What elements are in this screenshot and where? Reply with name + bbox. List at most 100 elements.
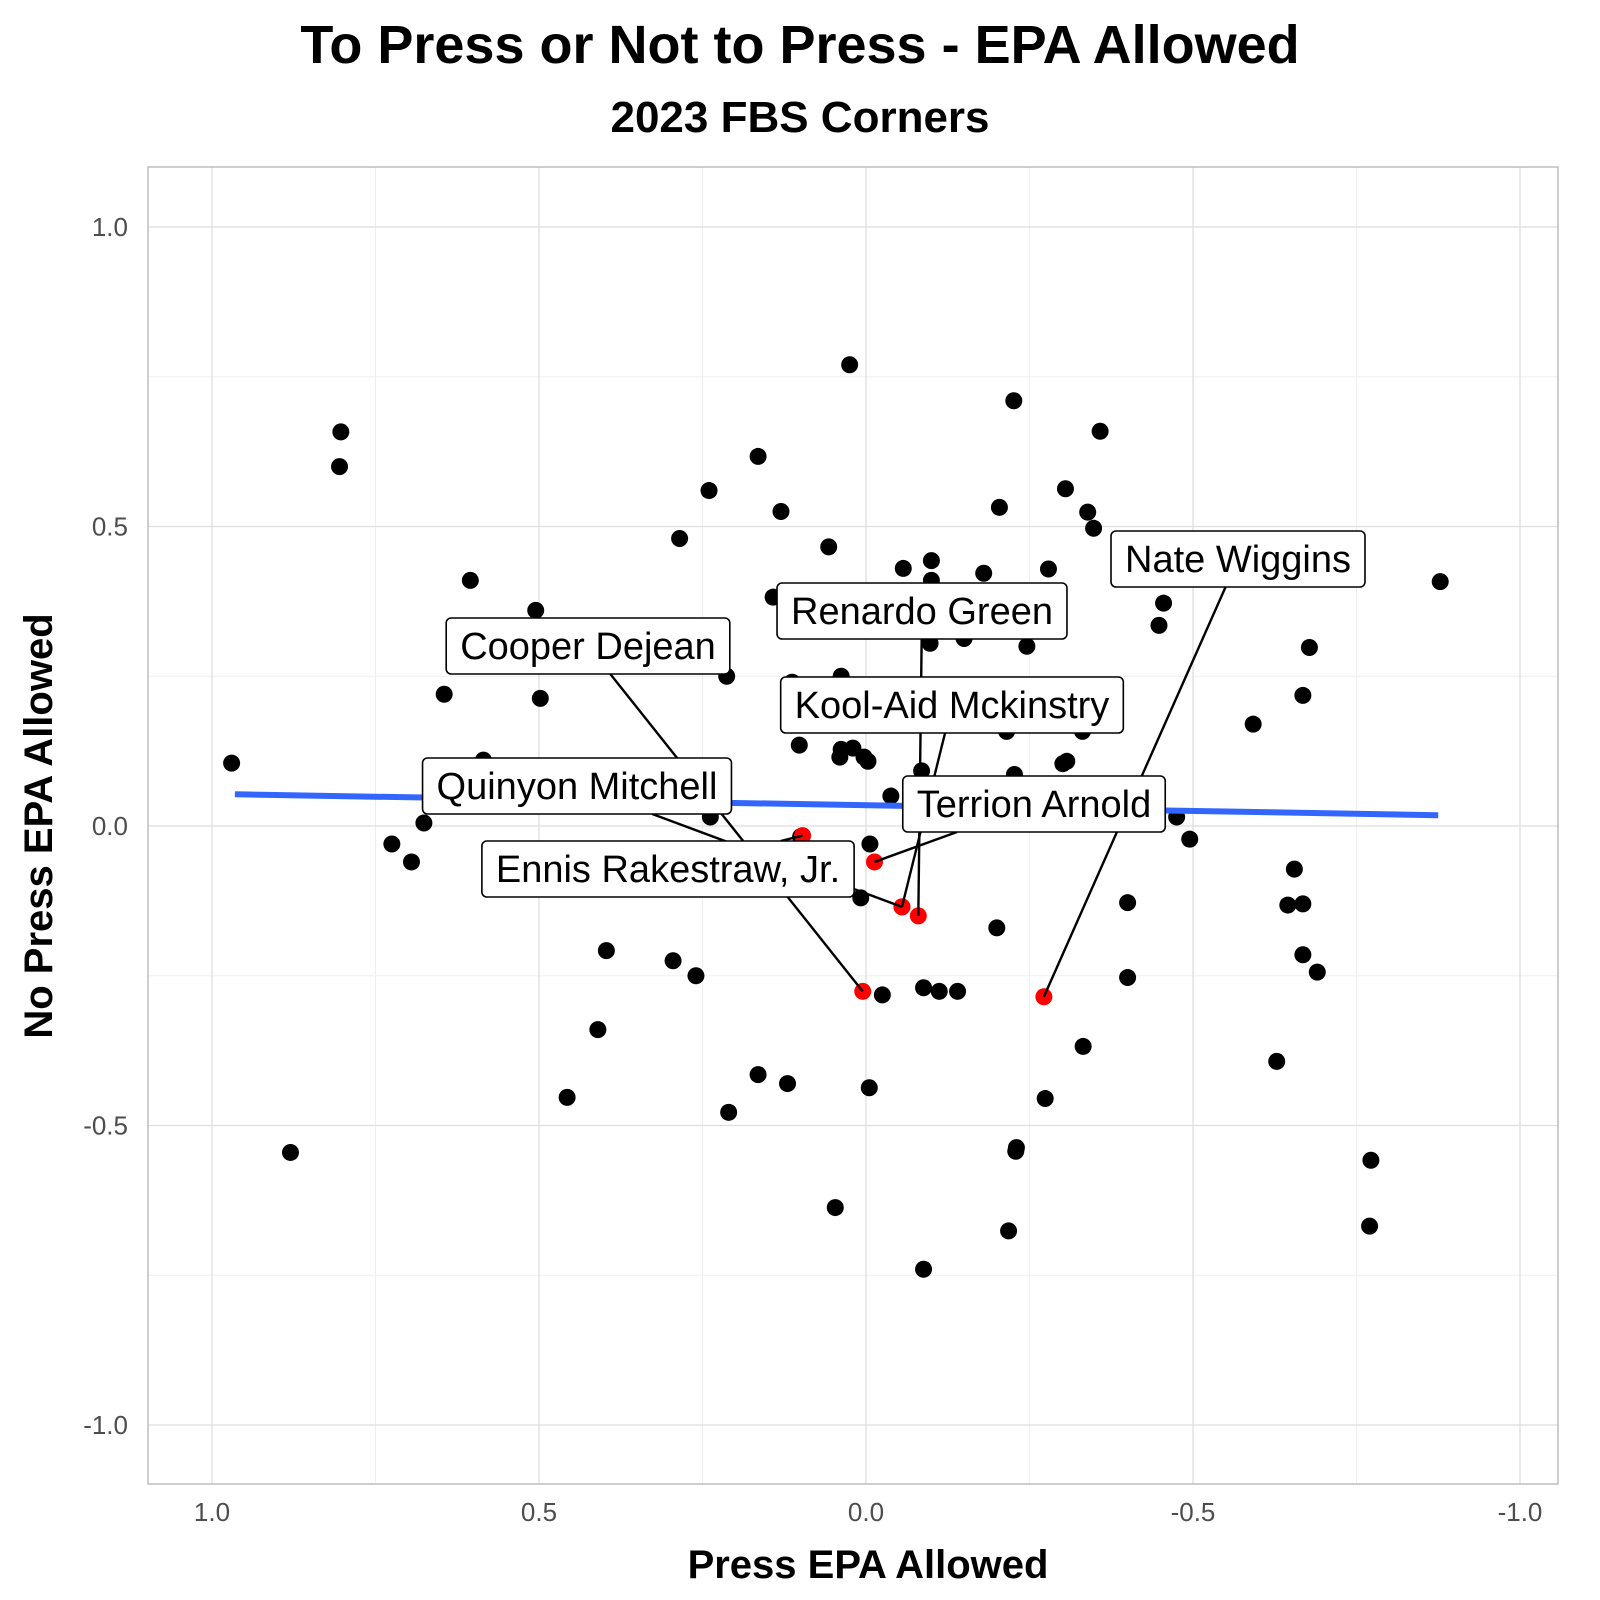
data-point: [949, 982, 967, 1000]
player-label: Nate Wiggins: [1042, 530, 1366, 998]
x-tick-label: 0.5: [521, 1497, 557, 1527]
data-point: [1150, 616, 1168, 634]
data-point: [1091, 422, 1109, 440]
y-tick-label: 1.0: [92, 212, 128, 242]
data-point: [1000, 1222, 1018, 1240]
data-point: [772, 503, 790, 521]
data-point: [332, 423, 350, 441]
data-point: [527, 601, 545, 619]
player-label: Cooper Dejean: [445, 617, 864, 993]
data-point: [1007, 1139, 1025, 1157]
data-point: [749, 447, 767, 465]
data-point: [1074, 1037, 1092, 1055]
data-point: [860, 1079, 878, 1097]
data-point: [687, 967, 705, 985]
data-point: [383, 835, 401, 853]
plot-panel: [147, 166, 1559, 1485]
chart-subtitle: 2023 FBS Corners: [610, 93, 989, 142]
data-point: [930, 982, 948, 1000]
data-point: [1155, 594, 1173, 612]
data-point: [826, 1199, 844, 1217]
label-leader-line: [874, 830, 958, 864]
data-point: [873, 986, 891, 1004]
player-label: Renardo Green: [776, 582, 1068, 916]
data-point: [1308, 963, 1326, 981]
x-tick-label: -1.0: [1498, 1497, 1543, 1527]
y-tick-label: 0.0: [92, 811, 128, 841]
data-point: [281, 1143, 299, 1161]
y-axis-title: No Press EPA Allowed: [17, 613, 61, 1038]
data-point: [1294, 686, 1312, 704]
data-point: [435, 685, 453, 703]
y-axis: -1.0 -0.5 0.0 0.5 1.0: [83, 212, 128, 1440]
data-point: [664, 952, 682, 970]
data-point: [859, 752, 877, 770]
data-point: [402, 853, 420, 871]
label-text: Cooper Dejean: [460, 626, 716, 668]
player-labels: Nate Wiggins Renardo Green Cooper Dejean Ko…: [421, 530, 1366, 998]
data-point: [790, 736, 808, 754]
label-box: [901, 775, 1167, 833]
data-point: [779, 1075, 797, 1093]
x-tick-label: 1.0: [194, 1497, 230, 1527]
label-box: [779, 676, 1125, 734]
data-point: [988, 919, 1006, 937]
grid: [148, 167, 1558, 1484]
data-point: [331, 458, 349, 476]
data-point: [1268, 1052, 1286, 1070]
data-point: [700, 482, 718, 500]
label-box: [776, 582, 1068, 640]
data-point: [531, 689, 549, 707]
data-point: [1039, 560, 1057, 578]
data-point: [820, 538, 838, 556]
data-point: [1005, 392, 1023, 410]
data-points: [223, 356, 1449, 1278]
data-point: [922, 552, 940, 570]
data-point: [1279, 896, 1297, 914]
label-text: Renardo Green: [791, 591, 1053, 633]
y-tick-label: -1.0: [83, 1410, 128, 1440]
data-point: [841, 356, 859, 374]
data-point: [749, 1066, 767, 1084]
data-point: [1361, 1217, 1379, 1235]
label-leader-line: [780, 834, 803, 843]
data-point: [1085, 519, 1103, 537]
label-leader-line: [609, 673, 864, 993]
data-point: [1119, 969, 1137, 987]
label-box: [481, 840, 855, 898]
label-box: [421, 757, 733, 815]
player-label: Kool-Aid Mckinstry: [779, 676, 1125, 908]
data-point: [1056, 480, 1074, 498]
data-point: [1036, 1090, 1054, 1108]
label-box: [445, 617, 731, 675]
label-box: [1110, 530, 1366, 588]
data-point: [975, 564, 993, 582]
trend-line: [234, 791, 1439, 819]
label-text: Terrion Arnold: [917, 784, 1151, 826]
label-text: Kool-Aid Mckinstry: [795, 685, 1110, 727]
label-text: Quinyon Mitchell: [437, 766, 718, 808]
label-text: Ennis Rakestraw, Jr.: [496, 849, 840, 891]
data-point: [720, 1103, 738, 1121]
y-tick-label: 0.5: [92, 512, 128, 542]
player-label: Quinyon Mitchell: [421, 757, 903, 908]
data-point: [894, 559, 912, 577]
data-point: [913, 762, 931, 780]
data-point: [1285, 860, 1303, 878]
data-point: [1362, 1151, 1380, 1169]
data-point: [1058, 752, 1076, 770]
data-point: [882, 787, 900, 805]
data-point: [589, 1021, 607, 1039]
data-point: [1119, 894, 1137, 912]
data-point: [1244, 715, 1262, 733]
x-axis-title: Press EPA Allowed: [688, 1543, 1049, 1587]
data-point: [1294, 946, 1312, 964]
data-point: [1294, 895, 1312, 913]
data-point: [597, 942, 615, 960]
data-point: [223, 754, 241, 772]
data-point: [915, 979, 933, 997]
label-text: Nate Wiggins: [1125, 539, 1351, 581]
data-point: [1181, 830, 1199, 848]
data-point: [1079, 503, 1097, 521]
